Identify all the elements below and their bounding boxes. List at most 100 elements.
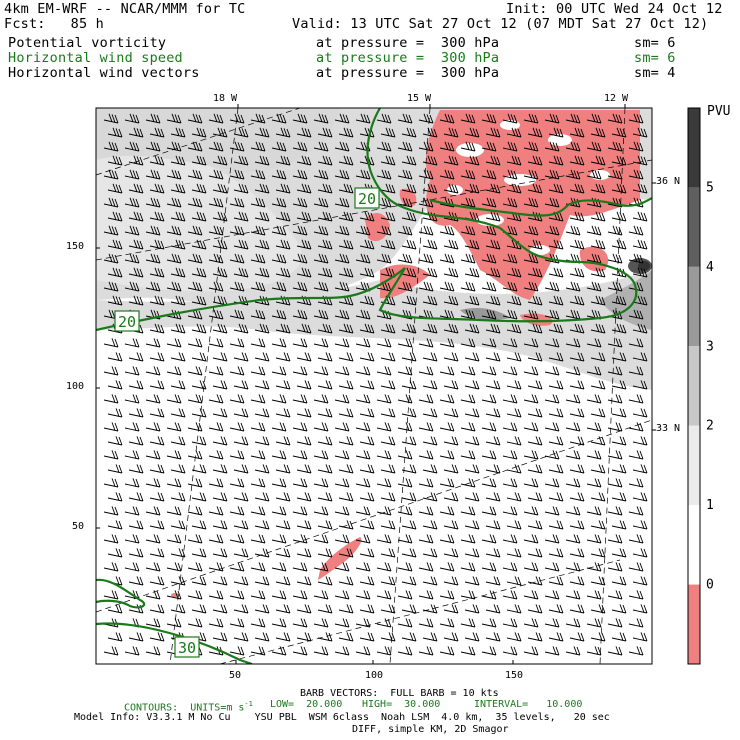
wind-barb <box>523 590 539 600</box>
wind-barb <box>317 632 333 642</box>
wind-barb <box>401 127 417 138</box>
wind-barb <box>212 576 228 586</box>
wind-barb <box>506 267 522 278</box>
lon-label-18w: 18 W <box>213 93 238 104</box>
wind-barb <box>632 632 648 642</box>
wind-barb <box>250 450 266 460</box>
wind-barb <box>296 380 312 390</box>
wind-barb <box>397 422 413 432</box>
wind-barb <box>208 506 224 516</box>
wind-barb <box>292 422 308 432</box>
wind-barb <box>380 548 396 558</box>
wind-barb <box>443 380 459 390</box>
wind-barb <box>569 520 585 530</box>
wind-barb <box>418 253 434 264</box>
wind-barb <box>128 155 144 166</box>
wind-barb <box>292 366 308 376</box>
wind-barb <box>145 590 161 600</box>
wind-barb <box>229 197 245 208</box>
wind-barb <box>317 267 333 278</box>
wind-barb <box>401 380 417 390</box>
wind-barb <box>359 352 375 362</box>
wind-barb <box>628 534 644 544</box>
wind-barb <box>548 548 564 558</box>
pv-negative-shading <box>171 110 640 597</box>
wind-barb <box>107 352 123 362</box>
wind-barb <box>632 183 648 194</box>
wind-barb <box>292 253 308 264</box>
field-1-pressure: at pressure = 300 hPa <box>316 35 500 51</box>
wind-barb <box>607 590 623 600</box>
wind-barb <box>607 562 623 572</box>
wind-barb <box>376 141 392 152</box>
wind-barb <box>401 295 417 306</box>
wind-barb <box>569 464 585 474</box>
wind-barb <box>170 464 186 474</box>
wind-barb <box>502 590 518 600</box>
wind-barb <box>422 548 438 558</box>
wind-barb <box>569 211 585 222</box>
wind-barb <box>590 127 606 138</box>
wind-barb <box>124 366 140 376</box>
wind-barb <box>628 366 644 376</box>
wind-barb <box>506 464 522 474</box>
lon-label-12w: 12 W <box>604 93 629 104</box>
wind-barb <box>355 309 371 320</box>
wind-barb <box>359 408 375 418</box>
wind-barb <box>439 646 455 656</box>
wind-barb <box>149 211 165 222</box>
wind-barb <box>443 632 459 642</box>
wind-barb <box>212 380 228 390</box>
wind-barb <box>628 562 644 572</box>
wind-barb <box>401 576 417 586</box>
wind-barb <box>590 155 606 166</box>
wind-barb <box>611 436 627 446</box>
wind-barb <box>233 211 249 222</box>
wind-barb <box>565 281 581 292</box>
wind-barb <box>166 338 182 348</box>
wind-barb <box>229 309 245 320</box>
wind-barb <box>548 155 564 166</box>
wind-barb <box>191 408 207 418</box>
wind-barb <box>208 562 224 572</box>
wind-barb <box>523 562 539 572</box>
wind-barb <box>233 576 249 586</box>
wind-barb <box>355 534 371 544</box>
wind-barb <box>569 239 585 250</box>
y-tick-150: 150 <box>66 241 85 252</box>
wind-barb <box>103 422 119 432</box>
wind-barb <box>569 604 585 614</box>
wind-barb <box>544 225 560 236</box>
wind-barb <box>359 436 375 446</box>
wind-barb <box>170 548 186 558</box>
wind-barb <box>548 239 564 250</box>
wind-barb <box>296 604 312 614</box>
wind-barb <box>502 646 518 656</box>
wind-barb <box>208 225 224 236</box>
wind-barb <box>506 155 522 166</box>
wind-barb <box>443 239 459 250</box>
wind-barb <box>506 548 522 558</box>
wind-barb <box>565 338 581 348</box>
wind-barb <box>443 408 459 418</box>
wind-barb <box>481 646 497 656</box>
wind-barb <box>439 562 455 572</box>
wind-barb <box>355 422 371 432</box>
wind-barb <box>527 267 543 278</box>
wind-barb <box>292 281 308 292</box>
wind-barb <box>397 141 413 152</box>
wind-barb <box>401 464 417 474</box>
wind-barb <box>166 366 182 376</box>
wind-barb <box>565 534 581 544</box>
wind-barb <box>481 281 497 292</box>
wind-barb <box>586 338 602 348</box>
wind-barb <box>565 225 581 236</box>
wind-barb <box>170 127 186 138</box>
wind-barb <box>317 520 333 530</box>
wind-barb <box>317 604 333 614</box>
wind-barb <box>464 239 480 250</box>
wind-barb <box>376 366 392 376</box>
wind-barb <box>128 183 144 194</box>
wind-barb <box>250 534 266 544</box>
